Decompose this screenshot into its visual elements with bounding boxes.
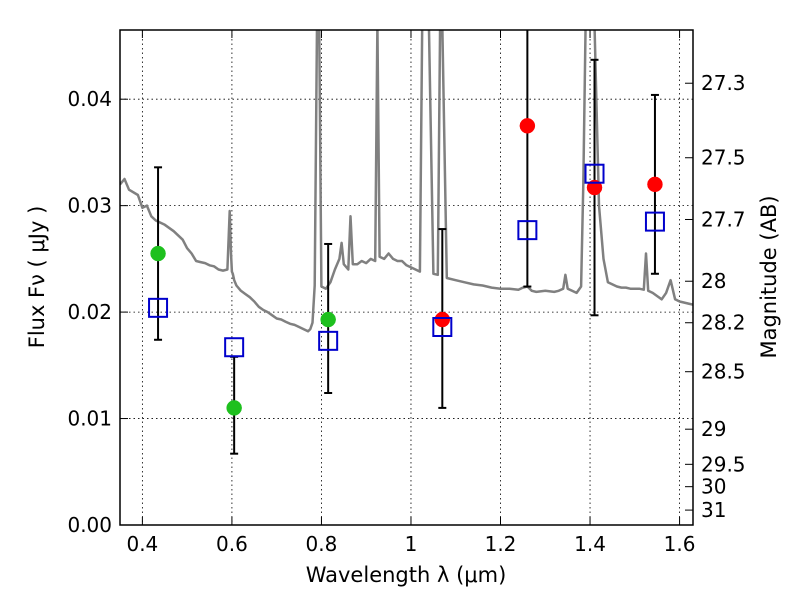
observed-flux-point (647, 176, 663, 193)
y2-tick-label: 29.5 (701, 452, 746, 476)
x-tick-label: 1.2 (485, 532, 517, 556)
y2-tick-label: 27.7 (701, 207, 746, 231)
observed-flux-point (434, 311, 451, 328)
y2-tick-label: 29 (701, 417, 726, 441)
y-axis-label: Flux Fν ( μJy ) (25, 206, 49, 349)
axis-ticks: 0.4 0.6 0.8 1 1.2 1.4 1.6 0.00 0.01 0.02 0.03 0.04 2… (67, 30, 746, 556)
plot-frame (119, 29, 694, 526)
y-tick-label: 0.03 (67, 194, 112, 218)
x-tick-label: 1.6 (664, 532, 696, 556)
model-flux-square (148, 297, 169, 318)
y2-axis-label: Magnitude (AB) (757, 195, 781, 358)
observed-flux-point (320, 311, 336, 328)
x-tick-label: 0.8 (306, 532, 338, 556)
x-tick-label: 0.4 (126, 532, 158, 556)
y2-tick-label: 28 (701, 269, 726, 293)
x-tick-label: 1 (405, 532, 418, 556)
y2-tick-label: 28.2 (701, 311, 746, 335)
y2-tick-label: 31 (701, 498, 726, 522)
model-flux-square (224, 337, 245, 358)
y-tick-label: 0.02 (67, 300, 112, 324)
y2-tick-label: 28.5 (701, 360, 746, 384)
y-tick-label: 0.01 (67, 407, 112, 431)
model-flux-square (644, 211, 665, 232)
y2-tick-label: 27.5 (701, 146, 746, 170)
plot-data (120, 30, 693, 333)
model-flux-square (318, 330, 339, 351)
y-tick-label: 0.00 (67, 513, 112, 537)
x-tick-label: 0.6 (216, 532, 248, 556)
y-tick-label: 0.04 (67, 87, 112, 111)
observed-flux-point (586, 179, 603, 196)
model-spectrum-line (120, 30, 693, 333)
y2-tick-label: 27.3 (701, 71, 746, 95)
model-flux-square (584, 163, 605, 184)
observed-flux-point (226, 400, 242, 416)
observed-flux-point (150, 245, 166, 262)
data-markers (148, 118, 665, 416)
model-flux-square (432, 317, 453, 337)
y2-tick-label: 30 (701, 475, 726, 499)
x-axis-label: Wavelength λ (μm) (306, 563, 507, 587)
observed-flux-point (519, 118, 536, 134)
x-tick-label: 1.4 (574, 532, 606, 556)
model-flux-square (517, 220, 538, 241)
